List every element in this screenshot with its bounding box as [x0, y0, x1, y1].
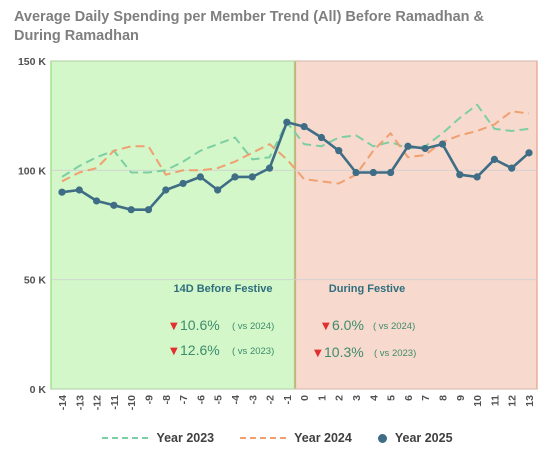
x-tick-label: 8	[438, 395, 450, 401]
data-point[interactable]	[421, 144, 429, 153]
stat-during-vs-2023: ▼ 10.3% ( vs 2023)	[314, 344, 416, 360]
down-arrow-icon: ▼	[170, 321, 178, 332]
legend-label: Year 2023	[156, 431, 215, 445]
data-point[interactable]	[456, 171, 464, 179]
x-tick-label: 5	[386, 395, 398, 401]
data-point[interactable]	[75, 186, 83, 194]
stat-note: ( vs 2024)	[232, 321, 274, 332]
data-point[interactable]	[144, 206, 153, 214]
data-point[interactable]	[58, 188, 66, 196]
legend-swatch-dot	[377, 433, 387, 443]
data-point[interactable]	[231, 173, 239, 181]
series-line-year-2023	[61, 103, 530, 178]
legend-item-2025[interactable]: Year 2025	[377, 431, 453, 445]
data-point[interactable]	[369, 168, 377, 177]
down-arrow-icon: ▼	[170, 346, 178, 357]
stat-value: 10.6%	[180, 317, 220, 333]
legend-swatch-dashed	[102, 437, 149, 439]
y-tick-label: 0 K	[30, 384, 47, 396]
stat-value: 12.6%	[180, 342, 220, 358]
stat-before-vs-2024: ▼ 10.6% ( vs 2024)	[170, 317, 274, 333]
data-point[interactable]	[283, 118, 291, 126]
legend-swatch-dashed	[240, 437, 287, 439]
legend: Year 2023 Year 2024 Year 2025	[0, 426, 555, 450]
y-tick-label: 50 K	[24, 275, 47, 287]
x-tick-label: -14	[57, 395, 69, 410]
data-point[interactable]	[300, 123, 308, 131]
x-tick-label: -3	[247, 395, 259, 404]
data-point[interactable]	[317, 133, 326, 142]
stat-note: ( vs 2023)	[374, 348, 416, 359]
x-tick-label: 11	[489, 395, 501, 406]
data-point[interactable]	[525, 149, 533, 157]
data-point[interactable]	[248, 173, 256, 181]
region-during-label: During Festive	[329, 283, 405, 295]
x-tick-label: 10	[472, 395, 484, 407]
stat-during-vs-2024: ▼ 6.0% ( vs 2024)	[322, 317, 415, 333]
x-tick-label: -1	[282, 395, 294, 404]
chart-title: Average Daily Spending per Member Trend …	[14, 9, 485, 44]
region-before-label: 14D Before Festive	[173, 283, 272, 295]
stat-value: 10.3%	[324, 344, 364, 360]
gridlines	[50, 60, 537, 390]
series-lines	[58, 103, 533, 214]
data-point[interactable]	[490, 155, 499, 163]
x-tick-label: 9	[455, 395, 467, 401]
stat-note: ( vs 2024)	[373, 321, 415, 332]
data-point[interactable]	[214, 186, 222, 194]
data-point[interactable]	[508, 164, 516, 172]
x-tick-label: -9	[143, 395, 155, 404]
legend-item-2023[interactable]: Year 2023	[102, 431, 214, 445]
x-tick-label: 4	[368, 395, 380, 401]
x-tick-label: -5	[213, 395, 225, 404]
data-point[interactable]	[162, 186, 170, 194]
x-tick-label: -13	[74, 395, 86, 410]
x-axis: -14 -13 -12 -11 -10 -9 -8 -7 -6 -5 -4 -3 -2 -1 0 1 2 3 4 5 6…	[57, 395, 536, 410]
stat-note: ( vs 2023)	[232, 346, 274, 357]
x-tick-label: -4	[230, 395, 242, 404]
x-tick-label: 2	[334, 395, 346, 401]
x-tick-label: 3	[351, 395, 363, 401]
data-point[interactable]	[265, 164, 274, 172]
data-point[interactable]	[473, 173, 481, 181]
y-tick-label: 150 K	[18, 56, 46, 68]
x-tick-label: 1	[316, 395, 328, 401]
data-point[interactable]	[92, 197, 101, 205]
stat-value: 6.0%	[332, 317, 364, 333]
legend-label: Year 2025	[394, 431, 453, 445]
series-line-year-2025	[61, 120, 530, 211]
legend-item-2024[interactable]: Year 2024	[240, 431, 352, 445]
data-point[interactable]	[404, 142, 412, 150]
data-point[interactable]	[196, 173, 204, 181]
data-point[interactable]	[110, 201, 118, 209]
x-tick-label: 13	[524, 395, 536, 407]
x-tick-label: -6	[195, 395, 207, 404]
x-tick-label: 6	[403, 395, 415, 401]
data-point[interactable]	[438, 140, 447, 148]
legend-label: Year 2024	[294, 431, 352, 445]
down-arrow-icon: ▼	[314, 348, 322, 359]
y-axis: 0 K 50 K 100 K 150 K	[18, 56, 46, 396]
x-tick-label: 12	[507, 395, 519, 407]
x-tick-label: -10	[126, 395, 138, 410]
y-tick-label: 100 K	[18, 165, 46, 177]
x-tick-label: 0	[299, 395, 311, 401]
region-during-festive	[294, 60, 538, 390]
x-tick-label: 7	[420, 395, 432, 401]
data-point[interactable]	[387, 168, 395, 177]
x-tick-label: -8	[161, 395, 173, 404]
x-tick-label: -12	[92, 395, 104, 410]
x-tick-label: -11	[109, 395, 121, 410]
stat-before-vs-2023: ▼ 12.6% ( vs 2023)	[170, 342, 274, 358]
data-point[interactable]	[179, 179, 187, 188]
down-arrow-icon: ▼	[322, 321, 330, 332]
data-point[interactable]	[352, 168, 360, 177]
region-before-festive	[50, 60, 296, 390]
data-point[interactable]	[335, 147, 343, 155]
x-tick-label: -7	[178, 395, 190, 404]
data-point[interactable]	[127, 206, 135, 214]
x-tick-label: -2	[265, 395, 277, 404]
series-line-year-2024	[61, 110, 530, 185]
